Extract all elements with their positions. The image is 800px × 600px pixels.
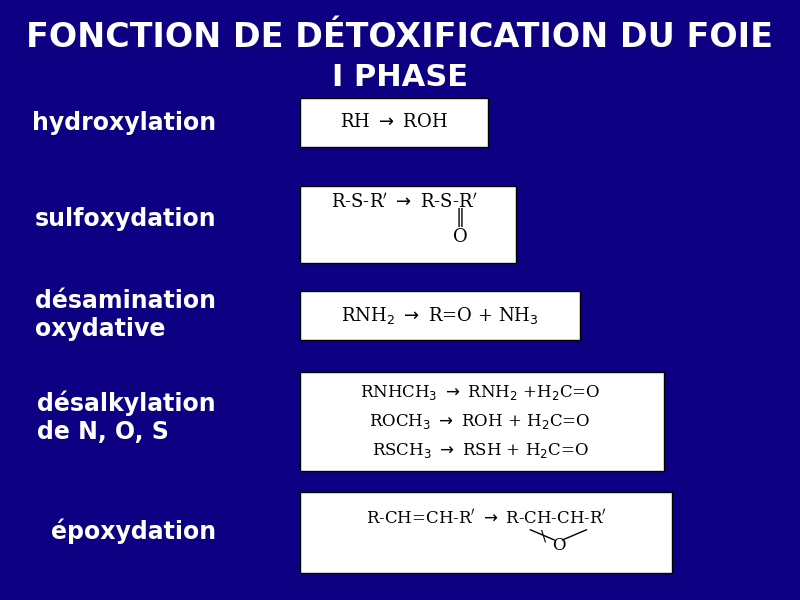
Text: O: O — [552, 538, 565, 554]
Text: hydroxylation: hydroxylation — [32, 111, 216, 135]
Text: \: \ — [542, 530, 546, 544]
Text: époxydation: époxydation — [51, 518, 216, 544]
Text: RNH$_2$ $\rightarrow$ R=O + NH$_3$: RNH$_2$ $\rightarrow$ R=O + NH$_3$ — [341, 305, 539, 326]
FancyBboxPatch shape — [300, 291, 580, 340]
Text: O: O — [453, 228, 467, 246]
FancyBboxPatch shape — [300, 492, 672, 573]
Text: I PHASE: I PHASE — [332, 63, 468, 92]
Text: désamination
oxydative: désamination oxydative — [35, 289, 216, 341]
FancyBboxPatch shape — [300, 186, 516, 263]
Text: RH $\rightarrow$ ROH: RH $\rightarrow$ ROH — [340, 113, 447, 131]
FancyBboxPatch shape — [300, 372, 664, 471]
Text: RNHCH$_3$ $\rightarrow$ RNH$_2$ +H$_2$C=O: RNHCH$_3$ $\rightarrow$ RNH$_2$ +H$_2$C=… — [360, 383, 600, 402]
Text: R-S-R$'$ $\rightarrow$ R-S-R$'$: R-S-R$'$ $\rightarrow$ R-S-R$'$ — [331, 193, 477, 212]
Text: RSCH$_3$ $\rightarrow$ RSH + H$_2$C=O: RSCH$_3$ $\rightarrow$ RSH + H$_2$C=O — [371, 440, 589, 460]
FancyBboxPatch shape — [300, 98, 488, 147]
Text: sulfoxydation: sulfoxydation — [34, 207, 216, 231]
Text: ROCH$_3$ $\rightarrow$ ROH + H$_2$C=O: ROCH$_3$ $\rightarrow$ ROH + H$_2$C=O — [370, 412, 590, 431]
Text: FONCTION DE DÉTOXIFICATION DU FOIE: FONCTION DE DÉTOXIFICATION DU FOIE — [26, 21, 774, 54]
Text: désalkylation
de N, O, S: désalkylation de N, O, S — [38, 391, 216, 443]
Text: R-CH=CH-R$'$ $\rightarrow$ R-CH-CH-R$'$: R-CH=CH-R$'$ $\rightarrow$ R-CH-CH-R$'$ — [366, 508, 607, 527]
Text: ‖: ‖ — [455, 208, 465, 227]
